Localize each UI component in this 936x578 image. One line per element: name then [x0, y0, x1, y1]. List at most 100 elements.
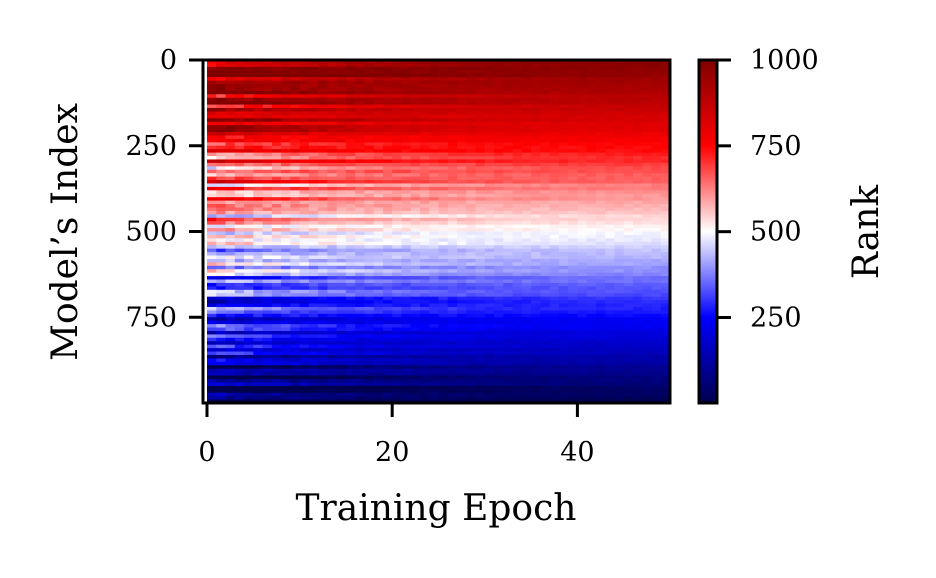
heatmap-cell — [318, 317, 328, 322]
heatmap-cell — [521, 382, 532, 387]
heatmap-cell — [623, 337, 634, 342]
heatmap-cell — [457, 138, 467, 143]
heatmap-cell — [595, 252, 606, 257]
heatmap-cell — [475, 396, 486, 401]
heatmap-cell — [457, 231, 467, 236]
heatmap-cell — [308, 348, 319, 353]
heatmap-cell — [660, 224, 670, 229]
heatmap-cell — [401, 296, 412, 301]
heatmap-cell — [318, 180, 328, 185]
heatmap-cell — [586, 77, 597, 82]
heatmap-cell — [355, 341, 366, 346]
heatmap-cell — [308, 341, 319, 346]
heatmap-cell — [207, 104, 217, 109]
heatmap-cell — [281, 365, 291, 370]
heatmap-cell — [475, 108, 486, 113]
heatmap-cell — [540, 234, 551, 239]
heatmap-cell — [225, 372, 236, 377]
heatmap-cell — [475, 392, 486, 397]
heatmap-cell — [512, 241, 523, 246]
heatmap-cell — [244, 276, 254, 281]
heatmap-cell — [605, 327, 616, 332]
heatmap-cell — [216, 337, 227, 342]
heatmap-cell — [503, 166, 514, 171]
heatmap-cell — [401, 361, 412, 366]
heatmap-cell — [401, 317, 412, 322]
heatmap-cell — [660, 180, 670, 185]
heatmap-cell — [216, 372, 227, 377]
heatmap-cell — [595, 190, 606, 195]
heatmap-cell — [586, 306, 597, 311]
heatmap-cell — [355, 166, 366, 171]
heatmap-cell — [234, 354, 245, 360]
heatmap-cell — [225, 320, 236, 325]
heatmap-cell — [216, 186, 227, 191]
heatmap-cell — [642, 385, 653, 390]
heatmap-cell — [281, 221, 291, 226]
heatmap-cell — [419, 368, 430, 373]
heatmap-cell — [234, 186, 245, 191]
heatmap-cell — [531, 375, 541, 380]
heatmap-cell — [484, 87, 495, 92]
heatmap-cell — [475, 152, 486, 157]
heatmap-cell — [271, 121, 282, 126]
heatmap-cell — [364, 248, 375, 253]
heatmap-cell — [364, 334, 375, 339]
heatmap-cell — [216, 221, 227, 226]
heatmap-cell — [216, 320, 227, 325]
heatmap-cell — [281, 334, 291, 339]
heatmap-cell — [308, 317, 319, 322]
heatmap-cell — [503, 173, 514, 178]
heatmap-cell — [271, 399, 282, 403]
heatmap-cell — [484, 197, 495, 202]
heatmap-cell — [355, 142, 366, 147]
heatmap-cell — [549, 337, 560, 342]
heatmap-cell — [382, 392, 393, 397]
heatmap-cell — [373, 80, 384, 85]
heatmap-cell — [623, 87, 634, 92]
heatmap-cell — [244, 73, 254, 78]
heatmap-cell — [429, 300, 440, 305]
heatmap-cell — [531, 320, 541, 325]
heatmap-cell — [568, 132, 578, 137]
heatmap-cell — [410, 334, 421, 339]
heatmap-cell — [540, 252, 551, 257]
heatmap-cell — [355, 252, 366, 257]
heatmap-cell — [216, 60, 227, 65]
heatmap-cell — [503, 389, 514, 394]
heatmap-cell — [447, 193, 458, 198]
heatmap-cell — [484, 289, 495, 294]
heatmap-cell — [494, 327, 504, 332]
heatmap-cell — [660, 221, 670, 226]
heatmap-cell — [355, 77, 366, 82]
heatmap-cell — [207, 142, 217, 147]
heatmap-cell — [447, 344, 458, 349]
heatmap-cell — [327, 77, 338, 82]
heatmap-cell — [586, 282, 597, 287]
heatmap-cell — [253, 262, 264, 267]
heatmap-cell — [549, 162, 560, 167]
heatmap-cell — [271, 389, 282, 394]
heatmap-cell — [271, 279, 282, 284]
heatmap-cell — [382, 84, 393, 89]
heatmap-cell — [512, 108, 523, 113]
heatmap-cell — [410, 70, 421, 75]
heatmap-cell — [216, 169, 227, 174]
heatmap-cell — [392, 210, 403, 215]
heatmap-cell — [577, 368, 588, 373]
heatmap-cell — [466, 190, 477, 195]
heatmap-cell — [651, 392, 662, 397]
heatmap-cell — [531, 221, 541, 226]
heatmap-cell — [355, 80, 366, 85]
heatmap-cell — [577, 310, 588, 315]
heatmap-cell — [216, 97, 227, 102]
heatmap-cell — [586, 265, 597, 270]
heatmap-cell — [512, 348, 523, 353]
heatmap-cell — [216, 90, 227, 95]
heatmap-cell — [577, 156, 588, 161]
heatmap-cell — [466, 145, 477, 150]
heatmap-cell — [457, 320, 467, 325]
heatmap-cell — [410, 135, 421, 140]
heatmap-cell — [540, 372, 551, 377]
heatmap-cell — [438, 310, 449, 315]
